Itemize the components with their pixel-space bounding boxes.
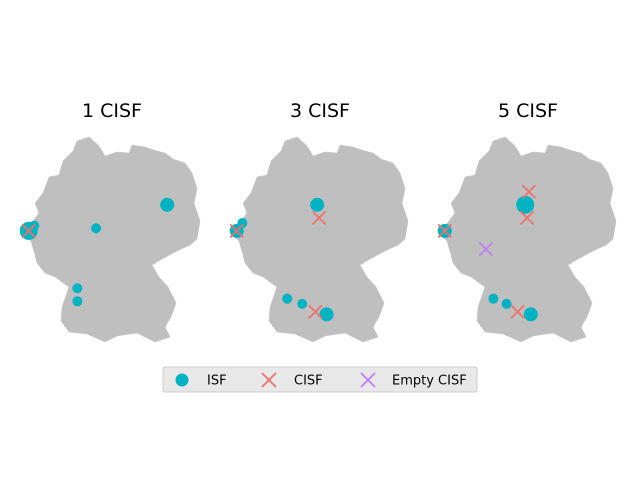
legend-cisf-label: CISF <box>294 374 323 389</box>
panels: 1 CISF 3 CISF 5 CISF <box>19 100 617 343</box>
isf-marker <box>319 307 334 322</box>
germany-map-shape <box>24 136 201 343</box>
empty-cisf-marker <box>478 241 494 257</box>
legend-empty-cisf-cross <box>360 372 376 388</box>
isf-marker <box>501 298 512 309</box>
isf-marker <box>488 293 499 304</box>
cisf-marker <box>311 210 327 225</box>
legend-empty-cisf-label: Empty CISF <box>392 374 467 389</box>
isf-marker <box>523 307 538 322</box>
cisf-marker <box>437 223 452 239</box>
isf-marker <box>237 218 248 229</box>
cisf-marker <box>308 304 323 319</box>
isf-marker <box>516 195 535 214</box>
cisf-marker <box>229 223 244 239</box>
legend-frame <box>162 366 478 393</box>
isf-marker <box>72 296 83 307</box>
cisf-marker <box>521 184 537 199</box>
panel-title: 5 CISF <box>498 100 558 122</box>
isf-marker <box>160 197 175 212</box>
legend-isf-marker <box>175 373 189 387</box>
isf-marker <box>297 298 308 309</box>
map-panel-3: 5 CISF <box>437 100 617 343</box>
panel-title: 1 CISF <box>82 100 142 122</box>
legend-empty-cisf-marker <box>360 372 376 388</box>
map-panel-1: 1 CISF <box>19 100 201 343</box>
isf-marker <box>91 223 102 234</box>
isf-marker <box>282 293 293 304</box>
cisf-marker <box>519 210 535 225</box>
legend: ISF CISF Empty CISF <box>162 366 478 393</box>
isf-marker <box>72 283 83 294</box>
panel-title: 3 CISF <box>290 100 350 122</box>
legend-cisf-marker <box>261 372 277 388</box>
legend-isf-label: ISF <box>207 374 227 389</box>
cisf-marker <box>510 304 525 319</box>
map-panel-2: 3 CISF <box>229 100 409 343</box>
isf-marker <box>310 197 325 212</box>
cisf-marker <box>21 223 36 239</box>
legend-cisf-cross <box>261 372 277 388</box>
